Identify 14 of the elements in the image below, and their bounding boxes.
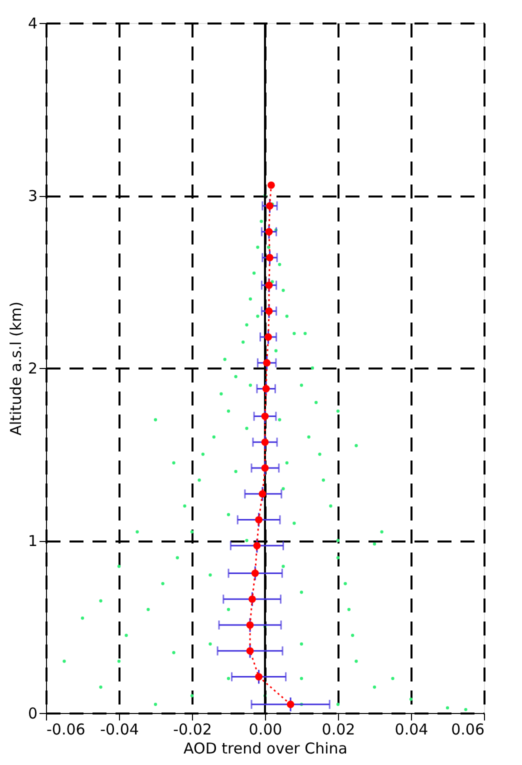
- y-tick-label: 0: [28, 704, 38, 722]
- x-tick-label: 0.06: [451, 720, 484, 738]
- x-tick-label: 0.04: [394, 720, 428, 738]
- x-axis-title: AOD trend over China: [184, 740, 348, 758]
- y-tick-label: 3: [28, 187, 38, 205]
- y-tick-label: 1: [28, 532, 38, 550]
- y-axis-title: Altitude a.s.l (km): [6, 302, 25, 436]
- x-tick-label: 0.02: [322, 720, 356, 738]
- x-tick-label: -0.02: [173, 720, 212, 738]
- x-tick-label: 0.00: [248, 720, 282, 738]
- y-tick-label: 2: [28, 360, 38, 378]
- x-tick-label: -0.06: [46, 720, 86, 738]
- y-tick-label: 4: [28, 14, 38, 32]
- x-tick-label: -0.04: [100, 720, 139, 738]
